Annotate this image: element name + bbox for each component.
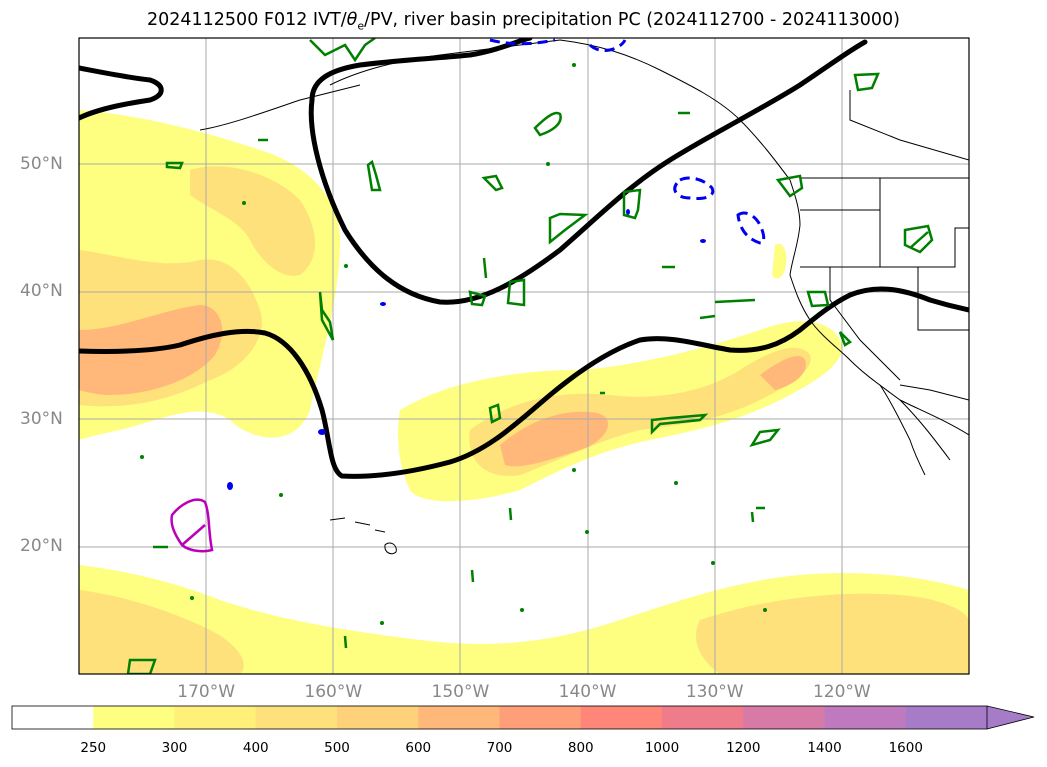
colorbar-tick-label: 800 <box>567 740 594 756</box>
chart-title: 2024112500 F012 IVT/θe/PV, river basin p… <box>0 10 1047 33</box>
us-state-border-4 <box>829 267 901 381</box>
basin-precip-contours <box>126 38 934 674</box>
colorbar-tick-label: 1000 <box>644 740 680 756</box>
lon-label: 140°W <box>558 682 617 702</box>
map-frame <box>78 37 970 675</box>
theta-e-small-markers <box>227 209 706 490</box>
theta-e-contour-2 <box>736 211 766 245</box>
us-state-border-5 <box>917 267 969 331</box>
lat-label: 20°N <box>20 535 63 556</box>
lon-label: 130°W <box>685 682 744 702</box>
pv-contour-trough <box>309 38 533 103</box>
theta-e-contour-1 <box>673 176 715 200</box>
pv-contour-main-north <box>308 39 868 305</box>
lon-label: 150°W <box>431 682 490 702</box>
lat-label: 30°N <box>20 408 63 429</box>
colorbar-tick-label: 500 <box>324 740 350 756</box>
colorbar-tick-label: 1600 <box>888 740 923 756</box>
basin-precip-dots <box>140 63 767 625</box>
colorbar-tick-label: 300 <box>161 740 188 756</box>
ivt-region-southwest-inner <box>79 590 244 674</box>
lat-label: 40°N <box>20 281 63 302</box>
colorbar-tick-label: 1200 <box>726 740 761 756</box>
us-west-coast <box>789 274 951 461</box>
title-theta: θ <box>346 10 358 30</box>
us-mexico-border <box>899 384 969 401</box>
magenta-contour <box>170 498 214 553</box>
theta-e-contours <box>489 38 766 245</box>
pv-contour-south <box>79 286 969 479</box>
pv-contour-northwest <box>79 65 164 121</box>
ivt-region-south-inner <box>696 593 969 674</box>
lon-label: 160°W <box>304 682 363 702</box>
ivt-region-north-finger <box>190 166 315 276</box>
canada-interior-border <box>849 90 969 161</box>
lon-label: 170°W <box>177 682 236 702</box>
lon-label: 120°W <box>812 682 871 702</box>
ivt-region-east-core <box>760 355 806 390</box>
aleutian-islands <box>199 84 361 131</box>
baja-california <box>879 384 926 476</box>
colorbar-tick-label: 600 <box>405 740 432 756</box>
colorbar-tick-label: 700 <box>486 740 513 756</box>
us-state-border-2 <box>800 227 969 268</box>
colorbar-tick-label: 250 <box>80 740 107 756</box>
theta-e-contour-3 <box>489 38 627 52</box>
mexico-coast <box>899 399 969 436</box>
ivt-shading <box>79 110 969 674</box>
title-theta-subscript: e <box>357 19 365 33</box>
title-suffix: /PV, river basin precipitation PC (20241… <box>364 10 901 30</box>
ivt-region-calif-sliver <box>772 243 787 279</box>
title-prefix: 2024112500 F012 IVT/ <box>146 10 347 30</box>
colorbar-tick-label: 1400 <box>807 740 842 756</box>
pv-contours <box>79 38 969 479</box>
hawaii <box>329 517 397 555</box>
ivt-region-central-core <box>500 411 609 467</box>
lat-label: 50°N <box>20 154 63 175</box>
colorbar-tick-label: 400 <box>242 740 269 756</box>
